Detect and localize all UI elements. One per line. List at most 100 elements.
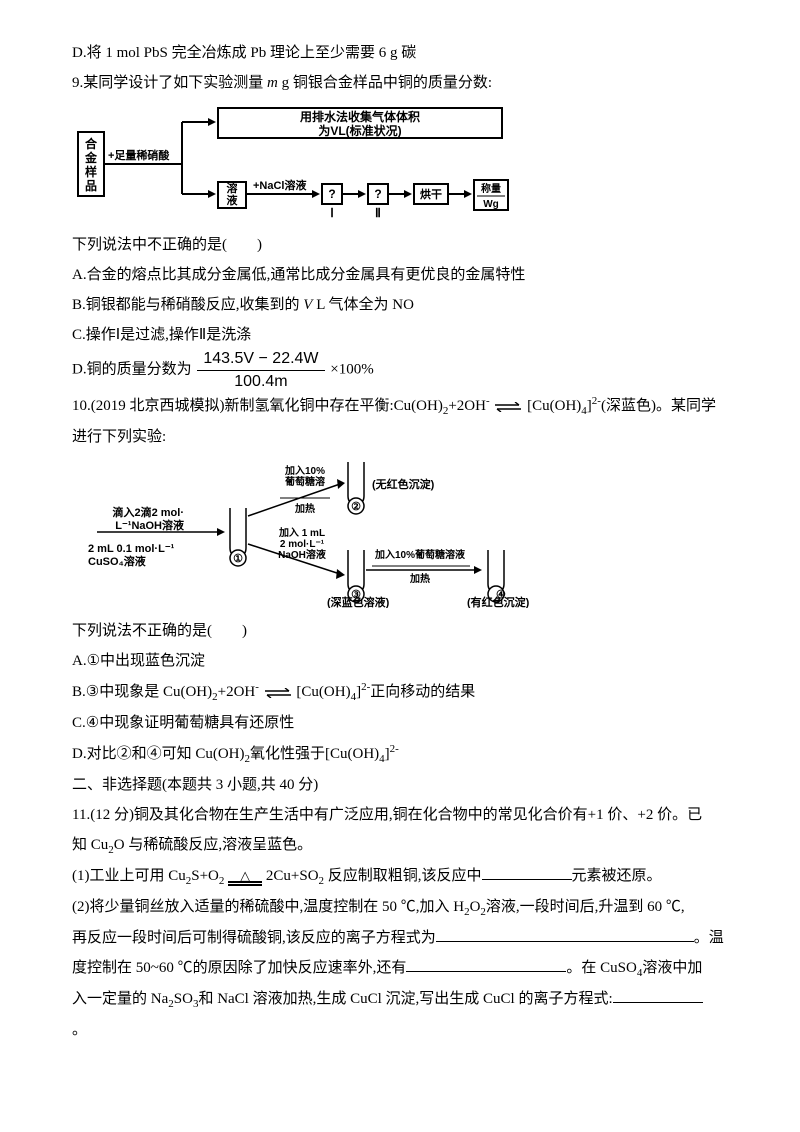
svg-text:(无红色沉淀): (无红色沉淀) (372, 477, 435, 491)
q10-tail: (深蓝色)。某同学 (601, 398, 716, 414)
svg-text:称量: 称量 (481, 182, 501, 195)
q10-question: 下列说法不正确的是( ) (72, 616, 732, 646)
q11p2a-post: 溶液,一段时间后,升温到 60 ℃, (486, 899, 685, 915)
q10b-rhs: [Cu(OH) (296, 684, 350, 700)
svg-text:Wg: Wg (483, 199, 499, 210)
q9-option-c: C.操作Ⅰ是过滤,操作Ⅱ是洗涤 (72, 320, 732, 350)
q11p2b: 再反应一段时间后可制得硫酸铜,该反应的离子方程式为 (72, 930, 436, 946)
svg-text:葡萄糖溶: 葡萄糖溶 (284, 475, 325, 488)
q11p1-pre: (1)工业上可用 Cu (72, 868, 186, 884)
sup: - (486, 395, 490, 407)
q10-stem2: 进行下列实验: (72, 422, 732, 452)
svg-text:品: 品 (85, 179, 97, 193)
q11p1-react: S+O (191, 868, 219, 884)
q11p2d-mid1: SO (174, 991, 193, 1007)
q11-part1: (1)工业上可用 Cu2S+O2 △ 2Cu+SO2 反应制取粗铜,该反应中元素… (72, 861, 732, 892)
sub: 4 (351, 691, 357, 703)
q11p2d-pre: 入一定量的 Na (72, 991, 168, 1007)
q11p2a-mid: O (470, 899, 481, 915)
q11-part2b: 再反应一段时间后可制得硫酸铜,该反应的离子方程式为 。温 (72, 923, 732, 953)
svg-text:样: 样 (85, 164, 97, 179)
q9b-pre: B.铜银都能与稀硝酸反应,收集到的 (72, 297, 303, 313)
svg-text:+NaCl溶液: +NaCl溶液 (253, 178, 307, 192)
q9d-post: ×100% (330, 362, 373, 378)
q10d-mid: 氧化性强于[Cu(OH) (250, 746, 379, 762)
q9-stem-post: g 铜银合金样品中铜的质量分数: (278, 75, 492, 91)
q9d-fraction: 143.5V − 22.4W 100.4m (195, 350, 326, 390)
q9-option-d: D.铜的质量分数为 143.5V − 22.4W 100.4m ×100% (72, 350, 732, 390)
blank-input[interactable] (482, 864, 572, 880)
q9d-pre: D.铜的质量分数为 (72, 362, 192, 378)
svg-text:NaOH溶液: NaOH溶液 (278, 548, 326, 561)
blank-input[interactable] (436, 926, 694, 942)
q11p2c-tail: 溶液中加 (642, 960, 702, 976)
blank-input[interactable] (406, 956, 566, 972)
svg-text:加入 1 mL: 加入 1 mL (278, 526, 325, 539)
heat-condition-icon: △ (228, 867, 262, 886)
q10b-pre: B.③中现象是 Cu(OH) (72, 684, 212, 700)
q10-option-a: A.①中出现蓝色沉淀 (72, 646, 732, 676)
frac-num: 143.5V − 22.4W (197, 350, 324, 371)
svg-text:加入10%葡萄糖溶液: 加入10%葡萄糖溶液 (374, 548, 465, 561)
q11-part2e: 。 (72, 1015, 732, 1045)
sup: 2- (361, 681, 370, 693)
q11-part2a: (2)将少量铜丝放入适量的稀硫酸中,温度控制在 50 ℃,加入 H2O2溶液,一… (72, 892, 732, 923)
q10-rhs1: [Cu(OH) (527, 398, 581, 414)
q9-option-b: B.铜银都能与稀硝酸反应,收集到的 V L 气体全为 NO (72, 290, 732, 320)
svg-text:溶: 溶 (227, 181, 238, 195)
svg-text:L⁻¹NaOH溶液: L⁻¹NaOH溶液 (115, 518, 185, 532)
q11-stem2: 知 Cu2O 与稀硫酸反应,溶液呈蓝色。 (72, 830, 732, 861)
svg-text:为VL(标准状况): 为VL(标准状况) (318, 123, 401, 138)
svg-text:加热: 加热 (409, 572, 430, 585)
svg-text:(深蓝色溶液): (深蓝色溶液) (327, 595, 390, 608)
q10-option-b: B.③中现象是 Cu(OH)2+2OH- [Cu(OH)4]2-正向移动的结果 (72, 676, 732, 708)
svg-text:(有红色沉淀): (有红色沉淀) (467, 595, 530, 608)
q8-option-d: D.将 1 mol PbS 完全冶炼成 Pb 理论上至少需要 6 g 碳 (72, 38, 732, 68)
sup: 2- (390, 743, 399, 755)
svg-text:Ⅱ: Ⅱ (375, 206, 381, 220)
svg-text:液: 液 (227, 193, 239, 207)
svg-text:2 mol·L⁻¹: 2 mol·L⁻¹ (280, 539, 325, 550)
q11p2c-mid: 。在 CuSO (566, 960, 636, 976)
q10-option-c: C.④中现象证明葡萄糖具有还原性 (72, 708, 732, 738)
blank-input[interactable] (613, 987, 703, 1003)
svg-text:金: 金 (84, 150, 98, 165)
sup: 2- (592, 395, 601, 407)
q9-stem-pre: 9.某同学设计了如下实验测量 (72, 75, 267, 91)
q11s2-post: O 与稀硫酸反应,溶液呈蓝色。 (114, 837, 312, 853)
svg-text:CuSO₄溶液: CuSO₄溶液 (88, 554, 147, 568)
svg-text:?: ? (328, 187, 335, 201)
svg-text:烘干: 烘干 (420, 187, 442, 201)
q9b-post: L 气体全为 NO (312, 297, 414, 313)
frac-den: 100.4m (197, 371, 324, 391)
sup: - (255, 681, 259, 693)
q11s2-pre: 知 Cu (72, 837, 108, 853)
svg-text:①: ① (233, 553, 243, 565)
q10b-tail: 正向移动的结果 (370, 684, 475, 700)
svg-text:②: ② (351, 501, 361, 513)
q9-question: 下列说法中不正确的是( ) (72, 230, 732, 260)
q11p2d-mid2: 和 NaCl 溶液加热,生成 CuCl 沉淀,写出生成 CuCl 的离子方程式: (198, 991, 612, 1007)
q10-option-d: D.对比②和④可知 Cu(OH)2氧化性强于[Cu(OH)4]2- (72, 738, 732, 770)
q9-stem: 9.某同学设计了如下实验测量 m g 铜银合金样品中铜的质量分数: (72, 68, 732, 98)
equilibrium-icon (493, 402, 523, 412)
q10d-pre: D.对比②和④可知 Cu(OH) (72, 746, 245, 762)
q11p2b-tail: 。温 (694, 930, 724, 946)
q11-part2d: 入一定量的 Na2SO3和 NaCl 溶液加热,生成 CuCl 沉淀,写出生成 … (72, 984, 732, 1015)
svg-text:Ⅰ: Ⅰ (330, 206, 334, 220)
svg-text:?: ? (374, 187, 381, 201)
section-2-header: 二、非选择题(本题共 3 小题,共 40 分) (72, 770, 732, 800)
q11p1-prod: 2Cu+SO (266, 868, 319, 884)
q11-part2c: 度控制在 50~60 ℃的原因除了加快反应速率外,还有。在 CuSO4溶液中加 (72, 953, 732, 984)
q9-option-a: A.合金的熔点比其成分金属低,通常比成分金属具有更优良的金属特性 (72, 260, 732, 290)
q11p1-post: 反应制取粗铜,该反应中 (324, 868, 482, 884)
svg-text:合: 合 (85, 136, 98, 151)
q11p2a: (2)将少量铜丝放入适量的稀硫酸中,温度控制在 50 ℃,加入 H (72, 899, 464, 915)
svg-text:+足量稀硝酸: +足量稀硝酸 (108, 148, 170, 162)
q10-src: 10.(2019 北京西城模拟)新制氢氧化铜中存在平衡:Cu(OH) (72, 398, 443, 414)
svg-text:用排水法收集气体体积: 用排水法收集气体体积 (299, 109, 420, 124)
svg-text:加入10%: 加入10% (284, 464, 325, 477)
q10-stem1: 10.(2019 北京西城模拟)新制氢氧化铜中存在平衡:Cu(OH)2+2OH-… (72, 390, 732, 422)
equilibrium-icon (263, 688, 293, 698)
q11p1-tail: 元素被还原。 (572, 868, 662, 884)
